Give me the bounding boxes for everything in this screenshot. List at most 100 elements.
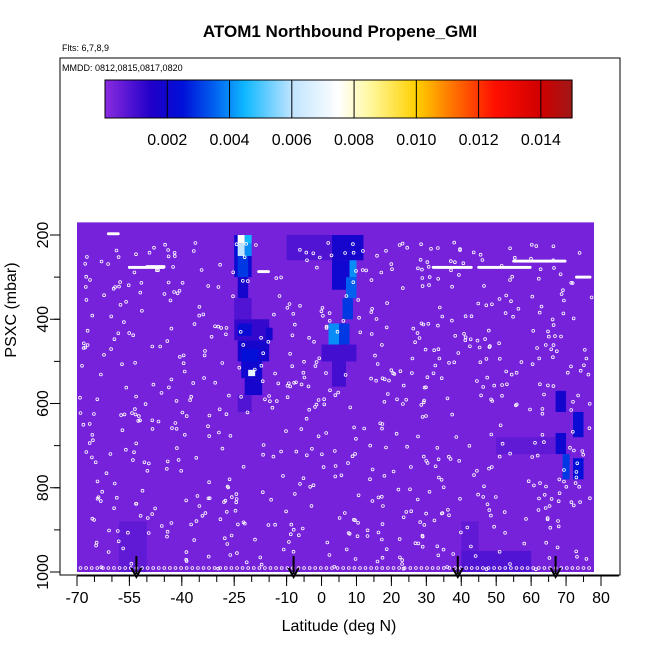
sample-marker: [528, 407, 532, 412]
colorbar-swatch: [122, 80, 125, 118]
field-cell: [562, 454, 570, 480]
sample-marker: [85, 343, 90, 347]
field-cell: [342, 298, 353, 320]
sample-marker: [508, 562, 512, 566]
sample-marker: [374, 378, 378, 383]
sample-marker: [116, 331, 121, 336]
sample-marker: [206, 496, 211, 501]
sample-marker: [410, 356, 415, 361]
colorbar-swatch: [179, 80, 182, 118]
sample-marker: [343, 251, 347, 255]
sample-marker: [503, 566, 508, 570]
sample-marker: [333, 474, 338, 479]
sample-marker: [309, 504, 314, 508]
sample-marker: [298, 248, 302, 252]
sample-marker: [391, 469, 396, 474]
sample-marker: [106, 262, 110, 266]
sample-marker: [223, 498, 228, 503]
sample-marker: [213, 324, 217, 329]
x-tick-label: -55: [118, 590, 141, 607]
sample-marker: [450, 318, 454, 323]
colorbar-swatch: [266, 80, 270, 118]
colorbar: [104, 79, 573, 119]
sample-marker: [365, 534, 370, 538]
sample-marker: [228, 433, 233, 438]
colorbar-swatch: [185, 80, 189, 118]
sample-marker: [429, 247, 433, 251]
sample-marker: [273, 371, 277, 376]
sample-marker: [401, 383, 406, 388]
sample-marker: [536, 508, 541, 512]
sample-marker: [436, 553, 441, 558]
colorbar-swatch: [438, 80, 441, 118]
y-axis: 200 400 600 800 1000: [35, 222, 61, 590]
sample-marker: [175, 291, 180, 296]
colorbar-swatch: [178, 80, 181, 118]
sample-marker: [542, 492, 547, 497]
sample-marker: [544, 484, 548, 489]
colorbar-swatch: [111, 80, 114, 118]
colorbar-swatch: [312, 80, 315, 118]
sample-marker: [395, 397, 399, 402]
sample-marker: [231, 270, 236, 275]
sample-marker: [112, 506, 116, 511]
sample-marker: [589, 295, 594, 300]
sample-marker: [207, 413, 212, 418]
sample-marker: [192, 249, 196, 253]
colorbar-swatch: [354, 80, 357, 118]
sample-marker: [281, 547, 286, 552]
sample-marker: [427, 283, 431, 287]
colorbar-swatch: [463, 80, 466, 118]
sample-marker: [510, 274, 515, 279]
sample-marker: [106, 566, 111, 570]
sample-marker: [508, 246, 512, 251]
colorbar-tick-label: 0.006: [272, 132, 312, 149]
colorbar-swatch: [218, 80, 221, 118]
colorbar-swatch: [187, 80, 190, 118]
sample-marker: [274, 566, 278, 570]
colorbar-swatch: [469, 80, 472, 118]
sample-marker: [100, 489, 104, 494]
sample-marker: [178, 354, 182, 359]
sample-marker: [535, 346, 539, 350]
sample-marker: [216, 324, 221, 329]
field-cell: [328, 323, 339, 345]
sample-marker: [254, 243, 258, 247]
sample-marker: [324, 326, 329, 330]
x-tick-label: 10: [348, 590, 366, 607]
sample-marker: [439, 477, 444, 482]
sample-marker: [357, 315, 361, 320]
colorbar-swatch: [182, 80, 185, 118]
colorbar-swatch: [341, 80, 344, 118]
sample-marker: [418, 520, 423, 524]
sample-marker: [353, 518, 357, 522]
sample-marker: [320, 452, 324, 457]
field-cell: [332, 260, 350, 290]
sample-marker: [279, 566, 284, 570]
sample-marker: [80, 363, 84, 368]
colorbar-swatch: [467, 80, 470, 118]
sample-marker: [512, 255, 517, 260]
sample-marker: [481, 566, 485, 570]
sample-marker: [537, 496, 541, 501]
colorbar-swatch: [557, 80, 561, 118]
sample-marker: [139, 280, 144, 285]
sample-marker: [551, 343, 556, 347]
field-cell: [496, 437, 556, 455]
sample-marker: [321, 313, 325, 318]
colorbar-swatch: [385, 80, 388, 118]
colorbar-swatch: [212, 80, 215, 118]
sample-marker: [327, 553, 332, 557]
sample-marker: [231, 294, 235, 299]
colorbar-swatch: [157, 80, 161, 118]
colorbar-swatch: [472, 80, 475, 118]
sample-marker: [263, 397, 267, 402]
sample-marker: [83, 345, 88, 350]
sample-marker: [587, 566, 591, 570]
colorbar-swatch: [417, 80, 421, 118]
colorbar-swatch: [492, 80, 495, 118]
sample-marker: [336, 390, 341, 395]
colorbar-swatch: [424, 80, 427, 118]
colorbar-swatch: [249, 80, 252, 118]
sample-marker: [425, 566, 429, 570]
